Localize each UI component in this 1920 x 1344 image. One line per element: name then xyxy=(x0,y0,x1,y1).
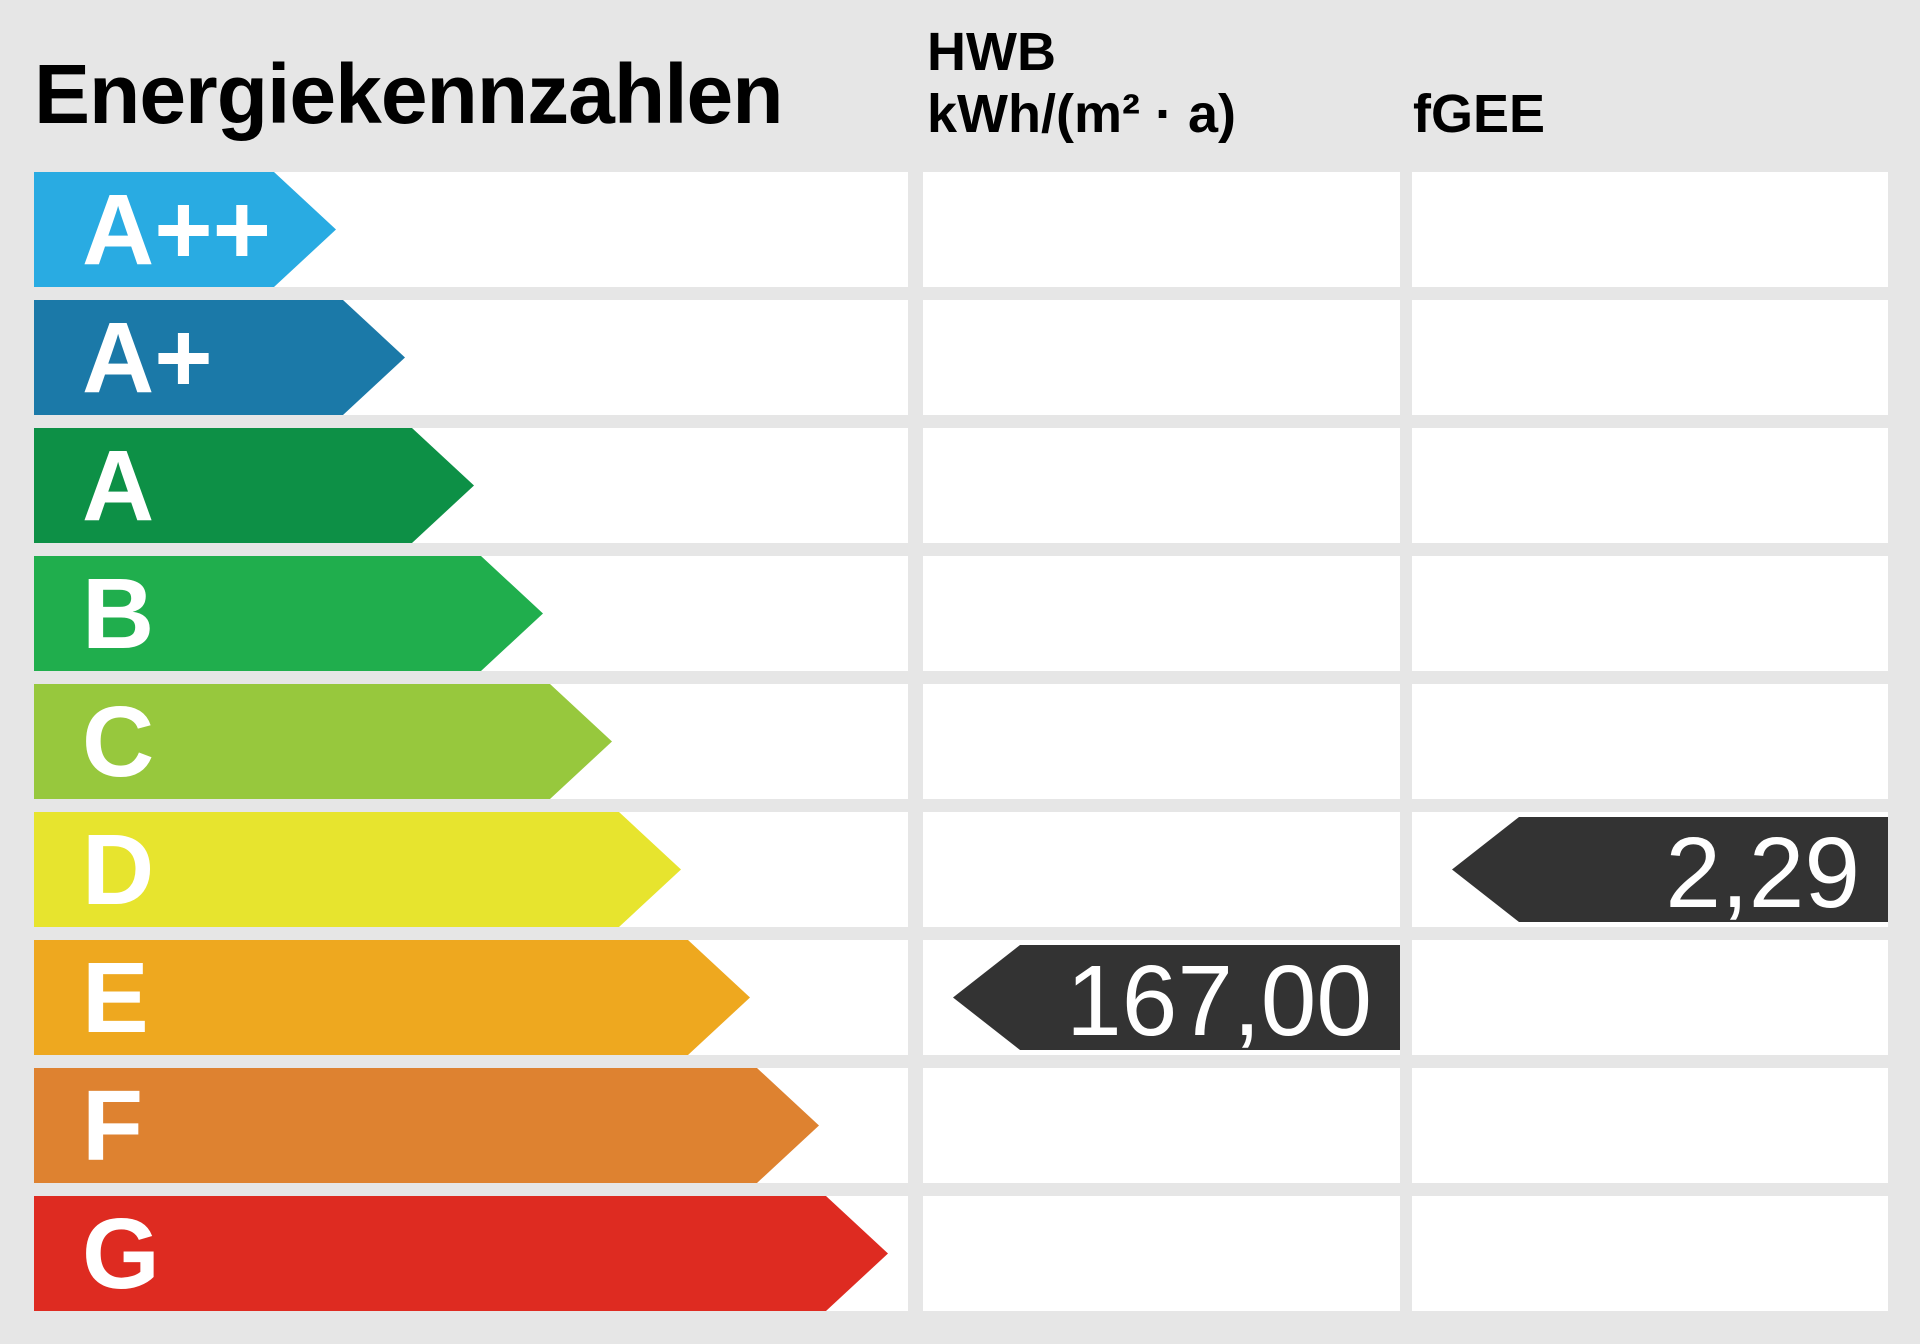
rating-band-arrow-B: B xyxy=(34,556,543,671)
fgee-value: 2,29 xyxy=(1665,816,1860,929)
rating-band-arrow-F: F xyxy=(34,1068,819,1183)
scale-row-E: E 167,00 xyxy=(0,940,1920,1055)
scale-row-D: D 2,29 xyxy=(0,812,1920,927)
hwb-cell xyxy=(923,1068,1400,1183)
rating-band-arrow-A: A xyxy=(34,428,474,543)
rating-band-arrow-D: D xyxy=(34,812,681,927)
scale-row-B: B xyxy=(0,556,1920,671)
hwb-column-header-unit: kWh/(m² · a) xyxy=(927,84,1236,144)
rating-band-label: F xyxy=(82,1069,144,1182)
rating-band-label: A+ xyxy=(82,301,213,414)
fgee-cell xyxy=(1412,1068,1888,1183)
hwb-column-header-line1: HWB xyxy=(927,22,1056,82)
scale-row-F: F xyxy=(0,1068,1920,1183)
hwb-cell xyxy=(923,556,1400,671)
hwb-cell xyxy=(923,428,1400,543)
rating-band-arrow-A++: A++ xyxy=(34,172,336,287)
rating-band-arrow-E: E xyxy=(34,940,750,1055)
hwb-value-arrow: 167,00 xyxy=(953,945,1400,1050)
rating-band-label: A++ xyxy=(82,173,272,286)
fgee-cell xyxy=(1412,556,1888,671)
hwb-cell xyxy=(923,1196,1400,1311)
hwb-cell xyxy=(923,684,1400,799)
fgee-cell xyxy=(1412,172,1888,287)
rating-band-label: E xyxy=(82,941,149,1054)
fgee-cell xyxy=(1412,1196,1888,1311)
fgee-column-header: fGEE xyxy=(1413,84,1546,144)
fgee-cell xyxy=(1412,940,1888,1055)
rating-band-label: G xyxy=(82,1197,160,1310)
fgee-cell xyxy=(1412,428,1888,543)
rating-band-label: C xyxy=(82,685,155,798)
scale-row-A: A xyxy=(0,428,1920,543)
hwb-cell xyxy=(923,812,1400,927)
scale-row-A++: A++ xyxy=(0,172,1920,287)
rating-band-label: A xyxy=(82,429,155,542)
scale-row-A+: A+ xyxy=(0,300,1920,415)
fgee-cell xyxy=(1412,300,1888,415)
fgee-value-arrow: 2,29 xyxy=(1452,817,1888,922)
rating-band-arrow-C: C xyxy=(34,684,612,799)
fgee-cell xyxy=(1412,684,1888,799)
rating-band-arrow-G: G xyxy=(34,1196,888,1311)
hwb-cell xyxy=(923,172,1400,287)
hwb-cell xyxy=(923,300,1400,415)
scale-row-C: C xyxy=(0,684,1920,799)
page-title: Energiekennzahlen xyxy=(34,47,784,141)
rating-band-label: B xyxy=(82,557,155,670)
rating-band-label: D xyxy=(82,813,155,926)
hwb-value: 167,00 xyxy=(1066,944,1372,1057)
hwb-column-header: HWB kWh/(m² · a) xyxy=(927,21,1236,145)
scale-row-G: G xyxy=(0,1196,1920,1311)
rating-band-arrow-A+: A+ xyxy=(34,300,405,415)
